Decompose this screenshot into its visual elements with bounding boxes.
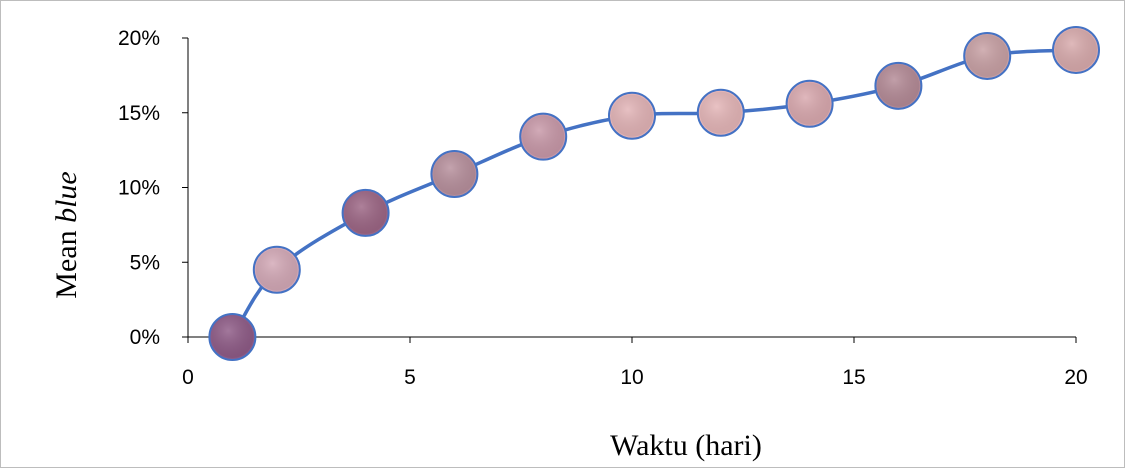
data-point-shading (211, 316, 254, 358)
x-tick-label: 5 (404, 366, 416, 389)
x-tick-label: 15 (842, 366, 865, 389)
x-axis-title: Waktu (hari) (610, 429, 762, 462)
y-tick-label: 0% (130, 326, 160, 349)
data-point-shading (255, 248, 298, 291)
x-tick-label: 0 (182, 366, 194, 389)
x-tick-group: 0 5 10 15 20 (182, 337, 1088, 389)
y-tick-label: 20% (118, 27, 160, 50)
data-point-shading (433, 153, 476, 196)
data-point-shading (1055, 28, 1097, 71)
data-point-shading (966, 34, 1009, 77)
x-tick-label: 20 (1064, 366, 1087, 389)
y-tick-label: 10% (118, 177, 160, 200)
y-tick-label: 15% (118, 102, 160, 125)
data-point-shading (522, 115, 565, 158)
data-point-shading (699, 91, 742, 134)
y-tick-label: 5% (130, 251, 160, 274)
y-axis-title: Mean blue (50, 171, 83, 298)
marker-group (208, 25, 1100, 361)
axes (187, 38, 1076, 338)
y-tick-group: 0% 5% 10% 15% 20% (118, 27, 188, 349)
x-tick-label: 10 (620, 366, 643, 389)
data-point-shading (877, 64, 920, 107)
data-point-shading (344, 191, 387, 234)
data-point-shading (788, 82, 831, 125)
data-point-shading (611, 94, 653, 137)
